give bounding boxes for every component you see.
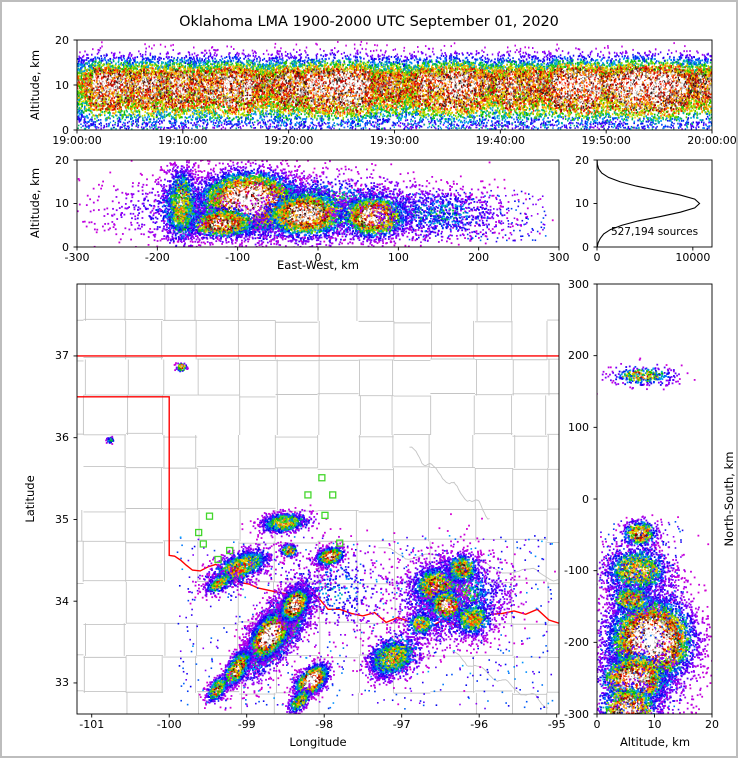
tick-label: 0 xyxy=(582,240,589,254)
sources-count-label: 527,194 sources xyxy=(610,226,699,238)
tick-label: 0 xyxy=(582,492,589,506)
tick-label: 19:10:00 xyxy=(158,134,208,147)
tick-label: -98 xyxy=(315,718,334,731)
tick-label: 35 xyxy=(55,512,69,526)
tick-label: -101 xyxy=(79,718,105,731)
tick-label: 100 xyxy=(568,420,589,434)
tick-label: -300 xyxy=(564,707,589,721)
tick-label: -100 xyxy=(225,251,251,264)
tick-label: 19:40:00 xyxy=(475,134,526,147)
north-south-ylabel: North-South, km xyxy=(722,451,736,547)
north-south-xlabel: Altitude, km xyxy=(619,735,691,749)
tick-label: -100 xyxy=(564,564,589,578)
tick-label: 0 xyxy=(62,123,69,137)
tick-label: 300 xyxy=(548,251,570,264)
tick-label: -97 xyxy=(392,718,411,731)
tick-label: -300 xyxy=(64,251,90,264)
map-xlabel: Longitude xyxy=(289,735,347,749)
tick-label: 20 xyxy=(705,718,719,731)
tick-label: 20 xyxy=(575,153,589,167)
tick-label: -95 xyxy=(547,718,566,731)
tick-label: 200 xyxy=(568,349,589,363)
east-west-xlabel: East-West, km xyxy=(277,258,359,272)
tick-label: -96 xyxy=(470,718,489,731)
tick-label: -200 xyxy=(144,251,170,264)
tick-label: 20:00:00 xyxy=(687,134,737,147)
tick-label: 19:20:00 xyxy=(263,134,314,147)
tick-label: 19:50:00 xyxy=(581,134,631,147)
tick-label: 100 xyxy=(387,251,409,264)
tick-label: 0 xyxy=(62,240,69,254)
tick-label: 0 xyxy=(593,718,601,731)
tick-label: 300 xyxy=(568,277,589,291)
tick-label: -200 xyxy=(564,635,589,649)
tick-label: 10 xyxy=(575,197,589,210)
tick-label: 10000 xyxy=(675,251,711,264)
figure-title: Oklahoma LMA 1900-2000 UTC September 01,… xyxy=(179,14,559,30)
tick-label: 36 xyxy=(55,431,69,445)
tick-label: 10 xyxy=(55,78,69,92)
tick-label: 10 xyxy=(55,197,69,210)
tick-label: 34 xyxy=(55,594,69,608)
tick-label: 19:00:00 xyxy=(52,134,102,147)
tick-label: 20 xyxy=(55,33,69,47)
tick-label: 10 xyxy=(647,718,662,731)
tick-label: 0 xyxy=(593,251,601,264)
tick-label: 0 xyxy=(314,251,322,264)
tick-label: 200 xyxy=(468,251,490,264)
tick-label: 33 xyxy=(55,676,69,690)
tick-label: -99 xyxy=(237,718,256,731)
tick-label: 20 xyxy=(55,153,69,167)
tick-label: 37 xyxy=(55,349,69,363)
tick-label: 19:30:00 xyxy=(369,134,420,147)
tick-label: -100 xyxy=(156,718,182,731)
